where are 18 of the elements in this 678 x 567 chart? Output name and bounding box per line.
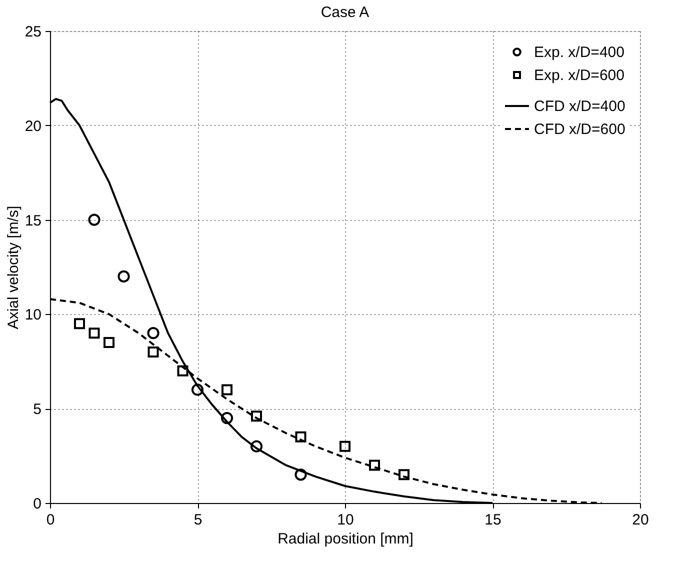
x-tick-label: 0: [46, 512, 55, 528]
x-tick-label: 20: [632, 512, 649, 528]
x-tick-label: 15: [484, 512, 502, 528]
y-tick-label: 5: [33, 401, 42, 418]
x-tick-label: 10: [337, 512, 354, 528]
y-tick-label: 10: [24, 306, 42, 324]
y-tick-label: 20: [24, 118, 42, 135]
legend-label: CFD x/D=600: [534, 121, 626, 138]
x-axis-title: Radial position [mm]: [278, 530, 414, 548]
x-tick-label: 5: [194, 512, 202, 528]
y-axis-title: Axial velocity [m/s]: [4, 206, 22, 330]
y-tick-label: 25: [24, 24, 42, 40]
chart-title: Case A: [320, 4, 370, 21]
legend-label: Exp. x/D=400: [534, 44, 624, 61]
y-tick-label: 0: [33, 496, 42, 512]
legend-label: Exp. x/D=600: [534, 67, 624, 84]
legend-label: CFD x/D=400: [534, 98, 626, 115]
y-tick-label: 15: [24, 212, 42, 230]
